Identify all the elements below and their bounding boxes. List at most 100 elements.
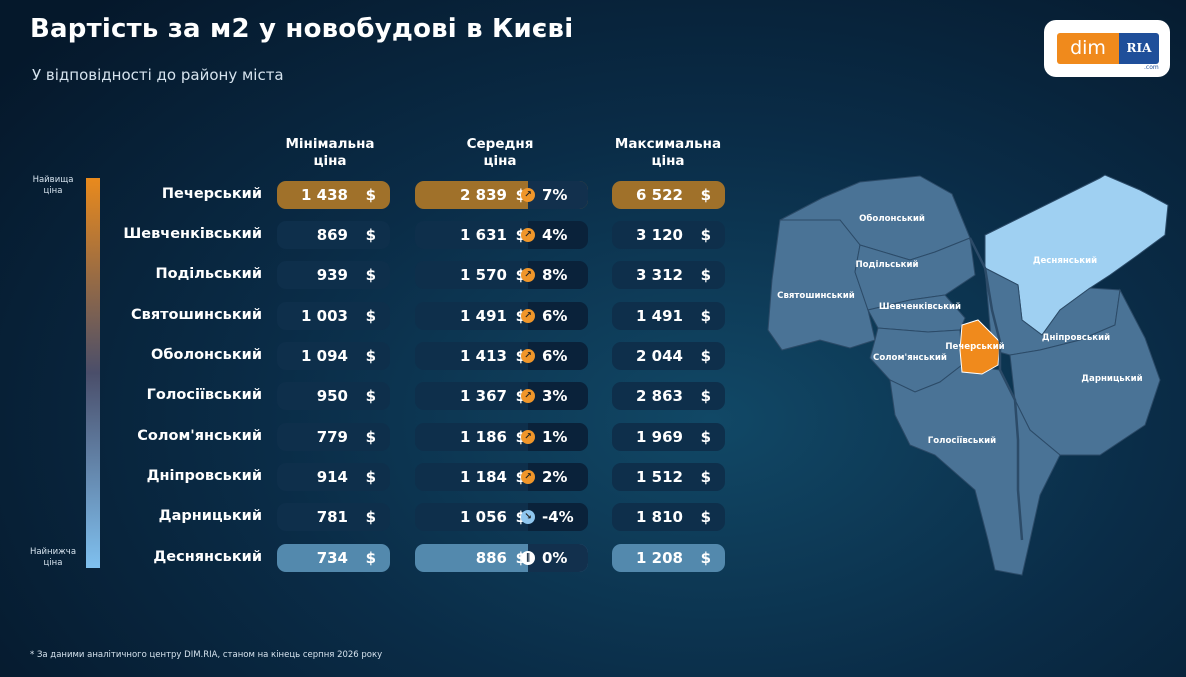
source-footnote: * За даними аналітичного центру DIM.RIA,… xyxy=(30,650,383,660)
page-title: Вартість за м2 у новобудові в Києві xyxy=(30,14,574,44)
currency-sign: $ xyxy=(365,387,376,405)
max-price-pill: 1 491 $ xyxy=(612,302,725,330)
min-price-value: 869 xyxy=(316,226,348,244)
column-header-avg-label: Середня ціна xyxy=(466,136,534,169)
max-price-pill: 1 810 $ xyxy=(612,503,725,531)
currency-sign: $ xyxy=(516,226,526,244)
percent-background xyxy=(528,181,588,209)
price-change-percent: 1% xyxy=(542,428,568,446)
max-price-value: 3 312 xyxy=(636,266,683,284)
max-price-value: 1 208 xyxy=(636,549,683,567)
currency-sign: $ xyxy=(516,347,526,365)
price-gradient-legend xyxy=(86,178,100,568)
currency-sign: $ xyxy=(516,387,526,405)
price-change-percent: 0% xyxy=(542,549,568,567)
currency-sign: $ xyxy=(700,226,711,244)
logo-dim: dim xyxy=(1057,33,1119,64)
column-header-avg: Середня ціна xyxy=(440,136,560,170)
district-name: Святошинський xyxy=(131,307,262,323)
column-header-max: Максимальна ціна xyxy=(608,136,728,170)
avg-price-value: 1 367 xyxy=(460,387,507,405)
currency-sign: $ xyxy=(700,266,711,284)
min-price-value: 1 438 xyxy=(301,186,348,204)
avg-price-value: 1 491 xyxy=(460,307,507,325)
map-label-dnipro: Дніпровський xyxy=(1042,332,1110,343)
percent-background xyxy=(528,382,588,410)
max-price-pill: 2 863 $ xyxy=(612,382,725,410)
trend-up-icon: ↗ xyxy=(521,389,535,403)
avg-price-pill: 1 570 $↗ 8% xyxy=(415,261,588,289)
price-change-percent: 3% xyxy=(542,387,568,405)
currency-sign: $ xyxy=(365,508,376,526)
dnipro-river-line xyxy=(968,237,1024,541)
min-price-value: 950 xyxy=(316,387,348,405)
min-price-pill: 914 $ xyxy=(277,463,390,491)
district-name: Печерський xyxy=(161,186,262,202)
district-name: Оболонський xyxy=(151,347,262,363)
currency-sign: $ xyxy=(700,347,711,365)
avg-price-value: 1 056 xyxy=(460,508,507,526)
district-name: Шевченківський xyxy=(123,226,262,242)
currency-sign: $ xyxy=(365,549,376,567)
min-price-value: 781 xyxy=(316,508,348,526)
avg-price-value: 1 570 xyxy=(460,266,507,284)
avg-price-pill: 1 367 $↗ 3% xyxy=(415,382,588,410)
currency-sign: $ xyxy=(700,508,711,526)
currency-sign: $ xyxy=(365,226,376,244)
min-price-pill: 1 094 $ xyxy=(277,342,390,370)
legend-highest-label: Найвища ціна xyxy=(32,175,74,196)
avg-price-pill: 1 413 $↗ 6% xyxy=(415,342,588,370)
max-price-value: 1 810 xyxy=(636,508,683,526)
map-label-solomyan: Солом'янський xyxy=(873,353,947,363)
avg-price-pill: 1 186 $↗ 1% xyxy=(415,423,588,451)
currency-sign: $ xyxy=(516,428,526,446)
kyiv-districts-map: Оболонський Подільський Святошинський Ше… xyxy=(767,174,1169,576)
column-header-max-label: Максимальна ціна xyxy=(614,136,722,169)
max-price-pill: 1 208 $ xyxy=(612,544,725,572)
max-price-value: 2 863 xyxy=(636,387,683,405)
map-labels: Оболонський Подільський Святошинський Ше… xyxy=(777,213,1142,446)
percent-background xyxy=(528,544,588,572)
trend-up-icon: ↗ xyxy=(521,309,535,323)
currency-sign: $ xyxy=(700,307,711,325)
max-price-pill: 3 120 $ xyxy=(612,221,725,249)
map-label-obolon: Оболонський xyxy=(859,213,925,224)
max-price-value: 6 522 xyxy=(636,186,683,204)
percent-background xyxy=(528,423,588,451)
min-price-pill: 950 $ xyxy=(277,382,390,410)
district-name: Дніпровський xyxy=(146,468,262,484)
trend-up-icon: ↗ xyxy=(521,188,535,202)
dim-ria-logo[interactable]: dim RIA .com xyxy=(1044,20,1170,77)
currency-sign: $ xyxy=(516,307,526,325)
min-price-value: 779 xyxy=(316,428,348,446)
currency-sign: $ xyxy=(516,186,526,204)
max-price-value: 1 491 xyxy=(636,307,683,325)
currency-sign: $ xyxy=(700,186,711,204)
avg-price-pill: 1 491 $↗ 6% xyxy=(415,302,588,330)
avg-price-value: 886 xyxy=(475,549,507,567)
max-price-pill: 2 044 $ xyxy=(612,342,725,370)
trend-up-icon: ↗ xyxy=(521,228,535,242)
trend-up-icon: ↗ xyxy=(521,349,535,363)
currency-sign: $ xyxy=(516,266,526,284)
map-label-svyatoshyn: Святошинський xyxy=(777,291,855,301)
percent-background xyxy=(528,302,588,330)
logo-ria: RIA xyxy=(1119,33,1159,64)
percent-background xyxy=(528,342,588,370)
map-district-pechersk xyxy=(959,319,1001,375)
price-change-percent: 6% xyxy=(542,347,568,365)
avg-price-value: 1 413 xyxy=(460,347,507,365)
price-change-percent: 2% xyxy=(542,468,568,486)
price-change-percent: 8% xyxy=(542,266,568,284)
price-change-percent: 4% xyxy=(542,226,568,244)
currency-sign: $ xyxy=(700,549,711,567)
map-label-desna: Деснянський xyxy=(1033,256,1097,266)
column-header-min: Мінімальна ціна xyxy=(270,136,390,170)
price-change-percent: 7% xyxy=(542,186,568,204)
